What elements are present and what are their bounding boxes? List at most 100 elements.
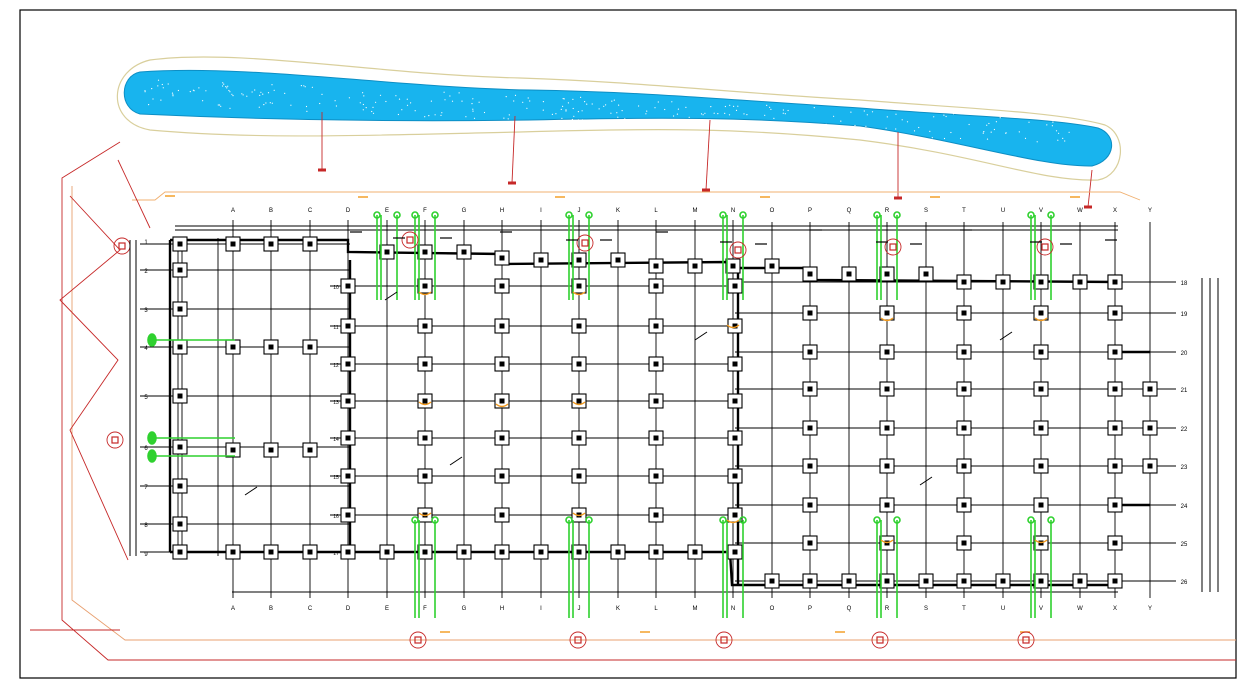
pond-speckle-dot: [359, 102, 361, 104]
pond-speckle-dot: [514, 94, 517, 96]
pond-speckle-dot: [581, 119, 584, 121]
pond-speckle-dot: [229, 91, 231, 93]
orange-marks: [165, 195, 1080, 633]
col-label-bottom: V: [1039, 606, 1043, 612]
pier-core: [345, 435, 351, 441]
orange-arc: [726, 519, 740, 524]
col-label-top: X: [1113, 208, 1117, 214]
pond-speckle-dot: [988, 122, 990, 125]
pond-speckle-dot: [747, 125, 750, 127]
pond-speckle-dot: [733, 105, 735, 107]
pond-speckle-dot: [728, 114, 731, 116]
row-label-left: 3: [144, 308, 148, 314]
pond-speckle-dot: [472, 110, 474, 112]
pond-speckle-dot: [362, 103, 364, 106]
pond-speckle-dot: [866, 114, 868, 116]
pond-speckle-dot: [362, 92, 364, 94]
pond-speckle: [144, 79, 1070, 143]
pier-core: [1038, 578, 1044, 584]
pond-speckle-dot: [1052, 121, 1054, 123]
pond-speckle-dot: [167, 83, 169, 85]
pond-speckle-dot: [443, 91, 445, 93]
pond-speckle-dot: [246, 95, 248, 97]
pond-speckle-dot: [157, 85, 159, 87]
pond-speckle-dot: [225, 86, 227, 88]
pond-speckle-dot: [171, 92, 174, 94]
row-label-left: 2: [144, 269, 148, 275]
pier-core: [653, 361, 659, 367]
pond-speckle-dot: [472, 108, 474, 110]
pier-core: [1147, 425, 1153, 431]
row-label-right: 23: [1181, 465, 1188, 471]
pond-speckle-dot: [572, 107, 574, 110]
col-label-bottom: L: [654, 606, 658, 612]
row-label-mid: 16: [333, 514, 339, 520]
pond-speckle-dot: [440, 114, 442, 116]
pond-speckle-dot: [161, 83, 163, 86]
pier-core: [1112, 502, 1118, 508]
pond-speckle-dot: [645, 113, 647, 115]
pond-speckle-dot: [379, 94, 382, 96]
pond-speckle-dot: [572, 98, 574, 100]
pond-speckle-dot: [913, 130, 916, 132]
annotation-tag: [919, 476, 933, 486]
pier-core: [807, 310, 813, 316]
row-label-left: 9: [144, 552, 148, 558]
retention-pond: [116, 56, 1121, 181]
pier-core: [732, 512, 738, 518]
pier-core: [1147, 386, 1153, 392]
col-label-top: H: [500, 208, 504, 214]
pond-speckle-dot: [397, 113, 399, 116]
pier-core: [769, 263, 775, 269]
pier-core: [769, 578, 775, 584]
pier-core: [1147, 463, 1153, 469]
pier-core: [732, 473, 738, 479]
pond-speckle-dot: [698, 121, 700, 123]
pond-speckle-dot: [226, 87, 228, 89]
drain-outlet: [1041, 243, 1049, 251]
pond-speckle-dot: [816, 124, 818, 126]
col-label-top: I: [540, 208, 542, 214]
pond-speckle-dot: [766, 104, 768, 106]
pier-core: [268, 241, 274, 247]
col-label-bottom: E: [385, 606, 389, 612]
pier-core: [538, 549, 544, 555]
pier-core: [1038, 349, 1044, 355]
pier-core: [884, 578, 890, 584]
pond-speckle-dot: [202, 100, 204, 102]
drain-tag: [508, 181, 516, 185]
row-label-left: 8: [144, 523, 148, 529]
green-pipe-loop: [1030, 215, 1052, 300]
row-labels-right: 18 19 20 21 22 23 24 25 26: [1181, 281, 1188, 586]
orange-arc: [572, 291, 586, 296]
pond-buffer-outline: [116, 56, 1121, 181]
green-pipe-loop: [893, 211, 901, 219]
wellhead-symbol: [569, 631, 587, 649]
pier-core: [807, 349, 813, 355]
col-label-top: B: [269, 208, 273, 214]
pond-speckle-dot: [743, 113, 745, 115]
pier-core: [499, 435, 505, 441]
drain-outlet: [889, 243, 897, 251]
pond-speckle-dot: [860, 132, 862, 134]
pond-speckle-dot: [262, 93, 264, 95]
pond-speckle-dot: [646, 110, 648, 112]
pond-speckle-dot: [227, 85, 229, 87]
pier-core: [961, 425, 967, 431]
pond-speckle-dot: [603, 105, 605, 107]
pond-speckle-dot: [959, 137, 962, 140]
pier-core: [923, 578, 929, 584]
pond-speckle-dot: [986, 124, 988, 126]
col-label-bottom: C: [308, 606, 313, 612]
pier-core: [268, 549, 274, 555]
pond-speckle-dot: [451, 100, 454, 102]
pier-core: [732, 549, 738, 555]
pier-core: [307, 241, 313, 247]
pond-speckle-dot: [929, 130, 931, 132]
pond-speckle-dot: [371, 110, 373, 113]
pond-speckle-dot: [677, 108, 680, 110]
pond-speckle-dot: [424, 116, 426, 118]
pier-core: [1038, 425, 1044, 431]
pier-core: [422, 283, 428, 289]
pier-core: [499, 512, 505, 518]
